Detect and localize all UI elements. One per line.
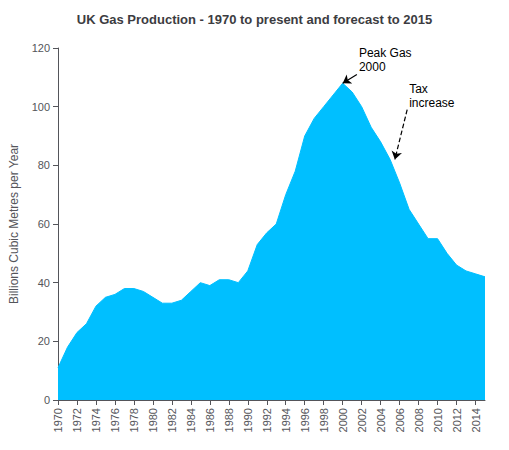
svg-text:UK Gas Production - 1970 to pr: UK Gas Production - 1970 to present and … <box>77 12 432 27</box>
svg-text:2014: 2014 <box>470 408 482 432</box>
svg-text:2010: 2010 <box>432 408 444 432</box>
svg-text:1972: 1972 <box>71 408 83 432</box>
svg-text:2000: 2000 <box>359 60 386 74</box>
svg-text:1974: 1974 <box>90 408 102 432</box>
svg-text:1978: 1978 <box>128 408 140 432</box>
svg-text:1982: 1982 <box>166 408 178 432</box>
svg-text:1998: 1998 <box>318 408 330 432</box>
svg-text:1988: 1988 <box>223 408 235 432</box>
svg-text:1970: 1970 <box>52 408 64 432</box>
svg-text:increase: increase <box>409 96 455 110</box>
svg-text:1986: 1986 <box>204 408 216 432</box>
svg-text:1996: 1996 <box>299 408 311 432</box>
svg-text:60: 60 <box>38 218 50 230</box>
svg-text:2012: 2012 <box>451 408 463 432</box>
svg-text:1990: 1990 <box>242 408 254 432</box>
svg-text:1992: 1992 <box>261 408 273 432</box>
svg-text:120: 120 <box>32 42 50 54</box>
svg-text:2000: 2000 <box>337 408 349 432</box>
svg-text:1976: 1976 <box>109 408 121 432</box>
svg-text:2002: 2002 <box>356 408 368 432</box>
svg-text:80: 80 <box>38 159 50 171</box>
svg-text:100: 100 <box>32 101 50 113</box>
svg-text:0: 0 <box>44 394 50 406</box>
svg-text:1980: 1980 <box>147 408 159 432</box>
svg-text:2004: 2004 <box>375 408 387 432</box>
svg-text:Tax: Tax <box>409 82 428 96</box>
svg-text:Peak Gas: Peak Gas <box>359 46 412 60</box>
svg-text:1984: 1984 <box>185 408 197 432</box>
svg-text:Billions Cubic Metres per Year: Billions Cubic Metres per Year <box>7 144 21 304</box>
svg-text:20: 20 <box>38 335 50 347</box>
svg-text:2006: 2006 <box>394 408 406 432</box>
svg-text:1994: 1994 <box>280 408 292 432</box>
svg-text:40: 40 <box>38 277 50 289</box>
svg-text:2008: 2008 <box>413 408 425 432</box>
